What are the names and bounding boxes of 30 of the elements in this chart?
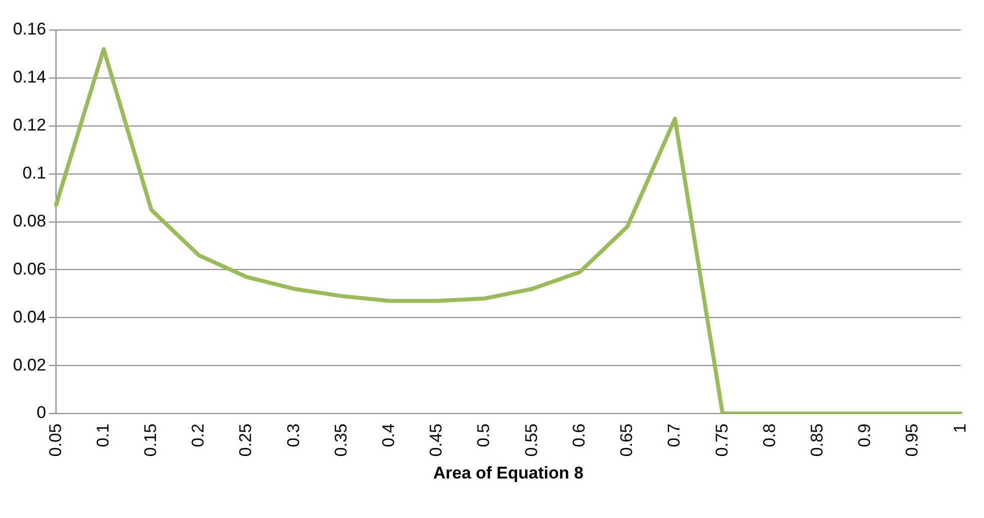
x-tick-label: 0.25 [236,424,256,457]
y-tick-label: 0.04 [12,307,46,326]
x-tick-label: 0.45 [426,424,446,457]
x-tick-label: 0.05 [46,424,65,457]
y-tick-label: 0.08 [12,211,46,230]
x-tick-label: 0.2 [188,424,208,448]
y-tick-label: 0.06 [12,259,46,278]
x-tick-label: 1 [950,424,970,433]
x-tick-label: 0.55 [522,424,541,457]
x-tick-label: 0.85 [807,424,826,457]
y-tick-label: 0.1 [22,164,46,183]
x-tick-label: 0.9 [855,424,874,448]
y-tick-label: 0.02 [12,355,46,374]
y-tick-label: 0.14 [12,68,46,87]
x-tick-label: 0.3 [284,424,303,448]
x-tick-label: 0.95 [902,424,922,457]
x-tick-label: 0.75 [712,424,732,457]
x-tick-label: 0.1 [93,424,112,448]
x-tick-label: 0.15 [140,424,160,457]
x-tick-label: 0.7 [664,424,684,448]
x-tick-label: 0.8 [760,424,779,448]
x-tick-label: 0.4 [379,424,398,448]
x-tick-label: 0.65 [617,424,636,457]
x-axis-title: Area of Equation 8 [433,463,584,482]
y-tick-label: 0.12 [12,116,46,135]
x-tick-label: 0.5 [474,424,494,448]
x-tick-label: 0.6 [569,424,588,448]
y-tick-label: 0 [36,403,46,422]
x-tick-label: 0.35 [331,424,350,457]
y-tick-label: 0.16 [12,20,46,39]
